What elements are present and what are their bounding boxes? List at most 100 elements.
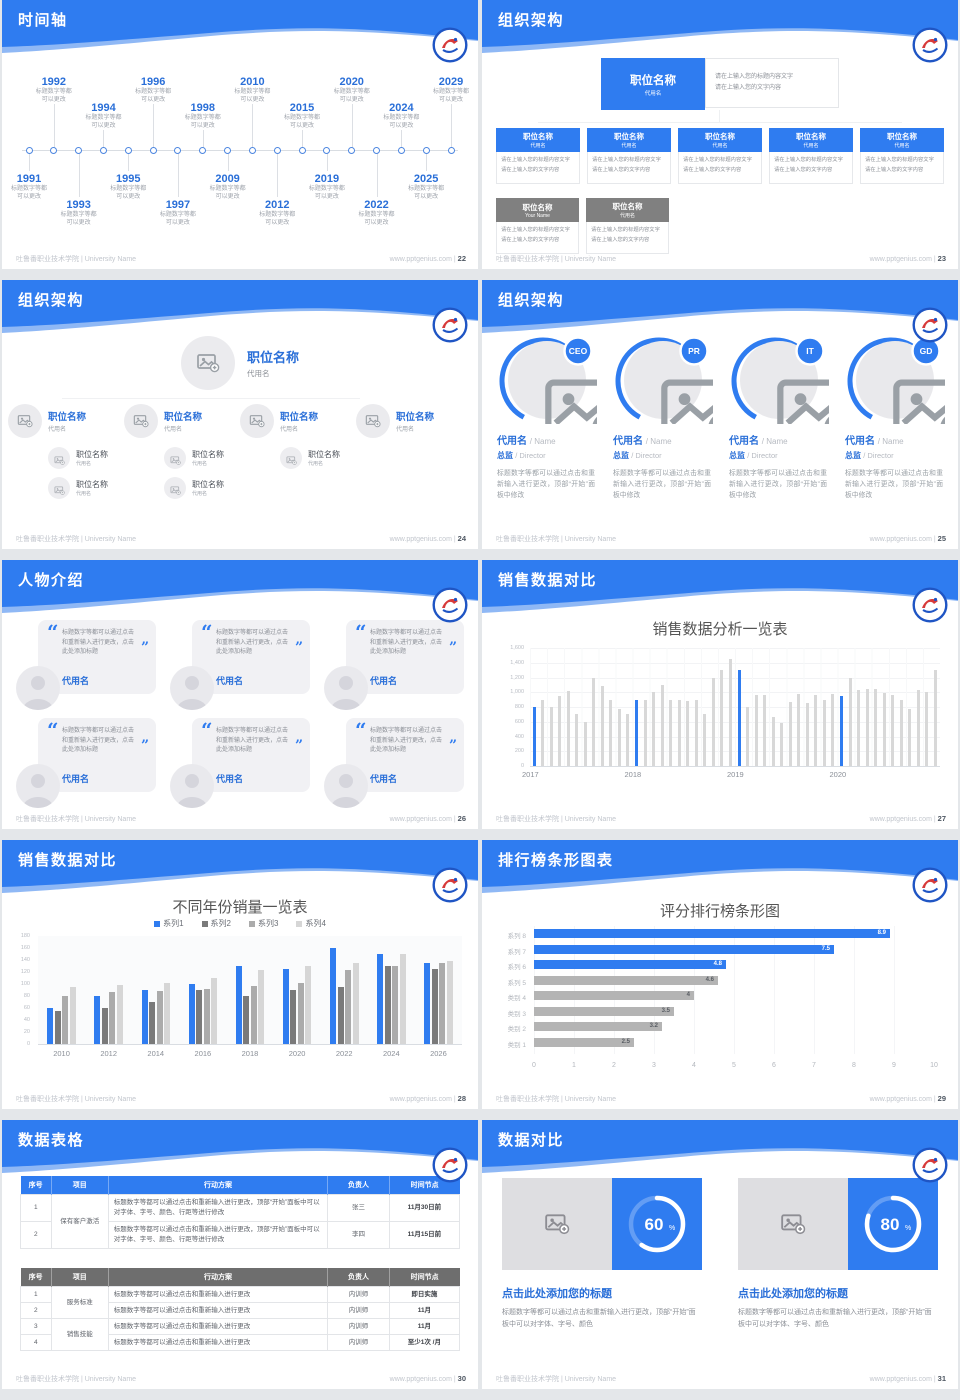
timeline-caption: 可以更改 — [215, 194, 240, 201]
bar — [235, 966, 242, 1044]
bar — [788, 701, 792, 766]
slide-org-tree[interactable]: 组织架构 职位名称 代用名 职位名称 代用名 职位名称 代用名 职位名称 代用名 职位名称 代用名… — [2, 280, 478, 549]
bar — [635, 700, 638, 766]
bar — [424, 963, 431, 1044]
org-note-line: 请在上输入您的文字内容 — [501, 167, 560, 174]
timeline-stem — [103, 130, 105, 150]
y-axis-label: 800 — [514, 704, 524, 710]
bar — [258, 970, 265, 1044]
timeline-dot — [124, 146, 132, 154]
bar — [728, 659, 732, 766]
org-root-row: 职位名称 代用名 请在上输入您的标题内容文字 请在上输入您的文字内容 — [482, 58, 958, 110]
timeline-stem — [177, 151, 179, 197]
slide-timeline[interactable]: 时间轴 1991 标题数字等都 可以更改 1992 标题数字等都 可以更改 1993 标题数字… — [2, 0, 478, 269]
slide-header-wave — [2, 1120, 478, 1173]
footer-separator: | — [453, 1376, 456, 1383]
footer-separator: | — [453, 256, 456, 263]
footer-site: www.pptgenius.com — [869, 1376, 932, 1383]
y-axis-label: 600 — [514, 718, 524, 725]
image-placeholder-wrap — [196, 351, 220, 375]
bar-row-label: 类别 2 — [507, 1026, 526, 1033]
y-axis-label: 100 — [20, 981, 30, 987]
org-node-title: 职位名称 — [308, 450, 340, 459]
org-node-header: 职位名称 代用名 — [769, 128, 853, 152]
org-node-subtitle: 代用名 — [621, 143, 637, 149]
org-tree-node-labels: 职位名称 代用名 — [396, 409, 434, 433]
member-role-en: / Director — [515, 451, 546, 460]
x-axis-label: 2018 — [624, 770, 642, 779]
y-axis-label: 140 — [20, 957, 30, 963]
bar — [377, 954, 384, 1044]
y-axis-label: 400 — [514, 733, 524, 740]
table-header-cell: 序号 — [20, 1268, 52, 1287]
legend-label: 系列3 — [258, 919, 279, 928]
org-tree-subnode-photo — [164, 477, 186, 499]
page-title: 人物介绍 — [18, 572, 85, 589]
footer-university: 吐鲁番职业技术学院 | University Name — [16, 1096, 137, 1103]
slide-sales-chart[interactable]: 销售数据对比 销售数据分析一览表 0 200 400 600 800 1,000 1,200 1… — [482, 560, 958, 829]
bar — [891, 694, 895, 766]
progress-percent-sign: % — [905, 1225, 911, 1232]
member-role: 总监 / Director — [729, 450, 827, 461]
timeline-dot — [75, 146, 83, 154]
slide-people-intro[interactable]: 人物介绍 “标题数字等都可以通过点击和重新输入进行更改，点击此处添加标题” 代用名… — [2, 560, 478, 829]
org-tree-branch: 职位名称 代用名 — [356, 404, 472, 499]
y-axis-label: 1,200 — [510, 674, 524, 681]
bar — [694, 699, 698, 766]
bar — [686, 701, 690, 766]
org-node-subtitle: 代用名 — [530, 143, 546, 149]
role-badge: CEO — [569, 346, 588, 356]
x-axis-label: 2022 — [335, 1049, 353, 1058]
table-row: 1 保有客户激活 标题数字等都可以通过点击和重新输入进行更改，顶部“开始”面板中可以… — [20, 1193, 461, 1250]
page-title: 组织架构 — [498, 292, 565, 309]
timeline-dot — [348, 146, 356, 154]
org-level3-row: 职位名称 Your Name 请在上输入您的标题内容文字 请在上输入您的文字内容 职位名… — [496, 198, 669, 254]
table-cell: 标题数字等都可以通过点击和重新输入进行更改 — [107, 1285, 329, 1304]
footer-university: 吐鲁番职业技术学院 | University Name — [496, 536, 617, 543]
timeline-dot — [323, 146, 331, 154]
org-connector-stem — [719, 110, 720, 122]
x-axis-label: 3 — [652, 1062, 656, 1069]
bar: 4 — [534, 991, 694, 1000]
y-axis-label: 20 — [23, 1029, 30, 1035]
member-bio: 标题数字等都可以通过点击和重新输入进行更改，顶部“开始”面板中修改 — [845, 470, 943, 499]
org-tree-subnode-labels: 职位名称 代用名 — [192, 449, 224, 467]
timeline-year: 1995 — [116, 173, 141, 185]
university-logo — [912, 867, 948, 903]
org-node-subtitle: 代用名 — [803, 143, 819, 149]
timeline-caption: 标题数字等都 — [184, 114, 221, 121]
profile-card: CEO 代用名 / Name 总监 / Director 标题数字等都可以通过点击和… — [488, 336, 627, 502]
bar: 2.5 — [534, 1037, 634, 1047]
table-cell: 内训师 — [327, 1334, 390, 1352]
timeline-caption: 标题数字等都 — [60, 212, 97, 218]
timeline-dot — [373, 146, 381, 154]
footer-page-number: 29 — [937, 1094, 946, 1103]
profile-photo-wrap: GD — [845, 336, 958, 447]
timeline-stem — [202, 130, 204, 150]
timeline-dot — [224, 146, 232, 154]
footer-university: 吐鲁番职业技术学院 | University Name — [16, 256, 137, 263]
table-row: 3 销售技能 标题数字等都可以通过点击和重新输入进行更改 内训师 11月 — [20, 1318, 461, 1352]
org-tree-branch: 职位名称 代用名 职位名称 代用名 职位名称 代用名 — [8, 404, 124, 499]
profile-card: PR 代用名 / Name 总监 / Director 标题数字等都可以通过点击和重… — [604, 336, 743, 502]
slide-org-people[interactable]: 组织架构 CEO 代用名 / Name 总监 / Director 标题数字等都可以… — [482, 280, 958, 549]
table-b-wrap: 序号 项目 行动方案 负责人 时间节点 1 服务标准 标题数字等都可以通过点击和重新输入进行更… — [2, 1268, 478, 1352]
image-placeholder-wrap — [133, 413, 149, 429]
org-note-line: 请在上输入您的标题内容文字 — [501, 227, 570, 233]
slide-ranking-chart[interactable]: 排行榜条形图表 评分排行榜条形图 系列 8 8.9 系列 7 7.5 系列 6 4.8 系列 … — [482, 840, 958, 1109]
slide-data-compare[interactable]: 数据对比 60 % 点击此处添加您的标题 标题数字等都可以通过点击和重新输入进行更… — [482, 1120, 958, 1389]
progress-value: 60 — [645, 1215, 664, 1234]
footer-site: www.pptgenius.com — [869, 256, 932, 263]
x-axis-label: 4 — [692, 1062, 696, 1069]
slide-data-table[interactable]: 数据表格 序号 项目 行动方案 负责人 时间节点 1 保有客户激活 标题数字等都可以通过点击和… — [2, 1120, 478, 1389]
org-node-title: 职位名称 — [705, 132, 735, 141]
bar — [925, 691, 929, 766]
compare-row: 60 % 点击此处添加您的标题 标题数字等都可以通过点击和重新输入进行更改，顶部“… — [502, 1178, 938, 1332]
timeline-year: 1992 — [41, 75, 67, 88]
org-node-subtitle: 代用名 — [308, 461, 324, 467]
timeline-item: 2022 标题数字等都 可以更改 — [349, 199, 405, 227]
table-cell: 11月 — [388, 1302, 461, 1320]
footer-separator: | — [453, 536, 456, 543]
slide-org-boxes[interactable]: 组织架构 职位名称 代用名 请在上输入您的标题内容文字 请在上输入您的文字内容 职位名称… — [482, 0, 958, 269]
slide-grouped-chart[interactable]: 销售数据对比 不同年份销量一览表 系列1 系列2 系列3 系列4 0 20 40 60 80 100… — [2, 840, 478, 1109]
